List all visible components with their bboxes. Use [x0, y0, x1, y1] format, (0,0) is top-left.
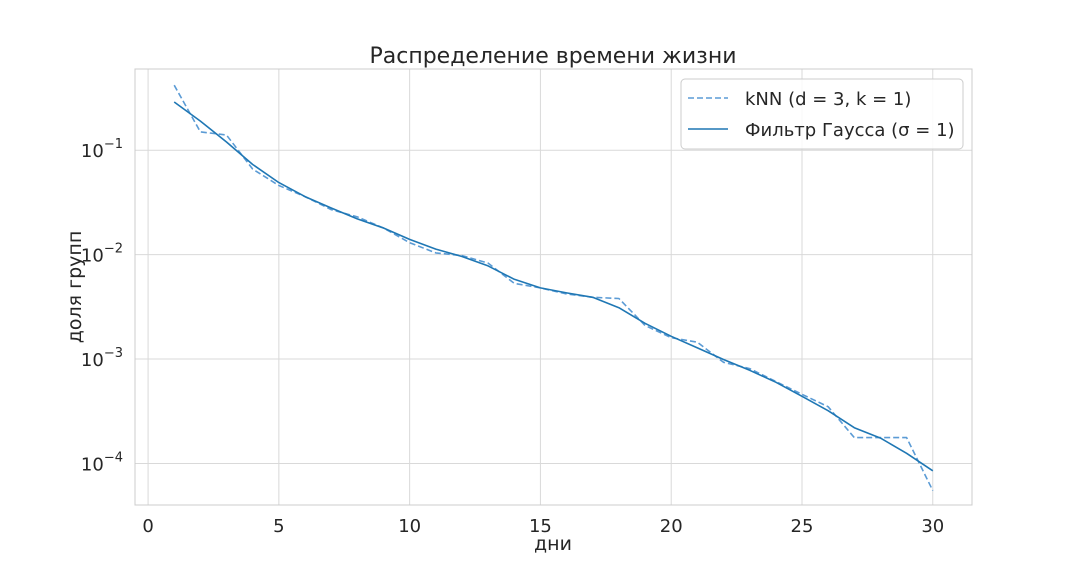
x-axis-label: дни [534, 533, 572, 555]
x-tick-label: 5 [273, 516, 284, 537]
x-tick-label: 30 [921, 516, 944, 537]
plot-area [134, 68, 973, 506]
legend-label-1: kNN (d = 3, k = 1) [745, 89, 911, 110]
y-tick-label: 10−1 [81, 137, 123, 162]
y-tick-label: 10−2 [81, 242, 123, 267]
x-tick-label: 15 [529, 516, 552, 537]
x-tick-label: 0 [142, 516, 153, 537]
legend: kNN (d = 3, k = 1) Фильтр Гаусса (σ = 1) [680, 78, 964, 150]
y-tick-label: 10−3 [81, 346, 123, 371]
y-axis-label: доля групп [64, 231, 86, 344]
legend-box [680, 78, 964, 150]
x-tick-label: 20 [660, 516, 683, 537]
x-tick-label: 25 [791, 516, 814, 537]
tick-labels: 0 5 10 15 20 25 30 10−1 10−2 10−3 10−4 [81, 137, 944, 537]
legend-label-2: Фильтр Гаусса (σ = 1) [745, 120, 955, 141]
y-tick-label: 10−4 [81, 450, 123, 475]
series-layer [173, 84, 934, 491]
x-tick-label: 10 [398, 516, 421, 537]
series-line-2 [173, 101, 934, 472]
chart-title: Распределение времени жизни [369, 44, 736, 69]
